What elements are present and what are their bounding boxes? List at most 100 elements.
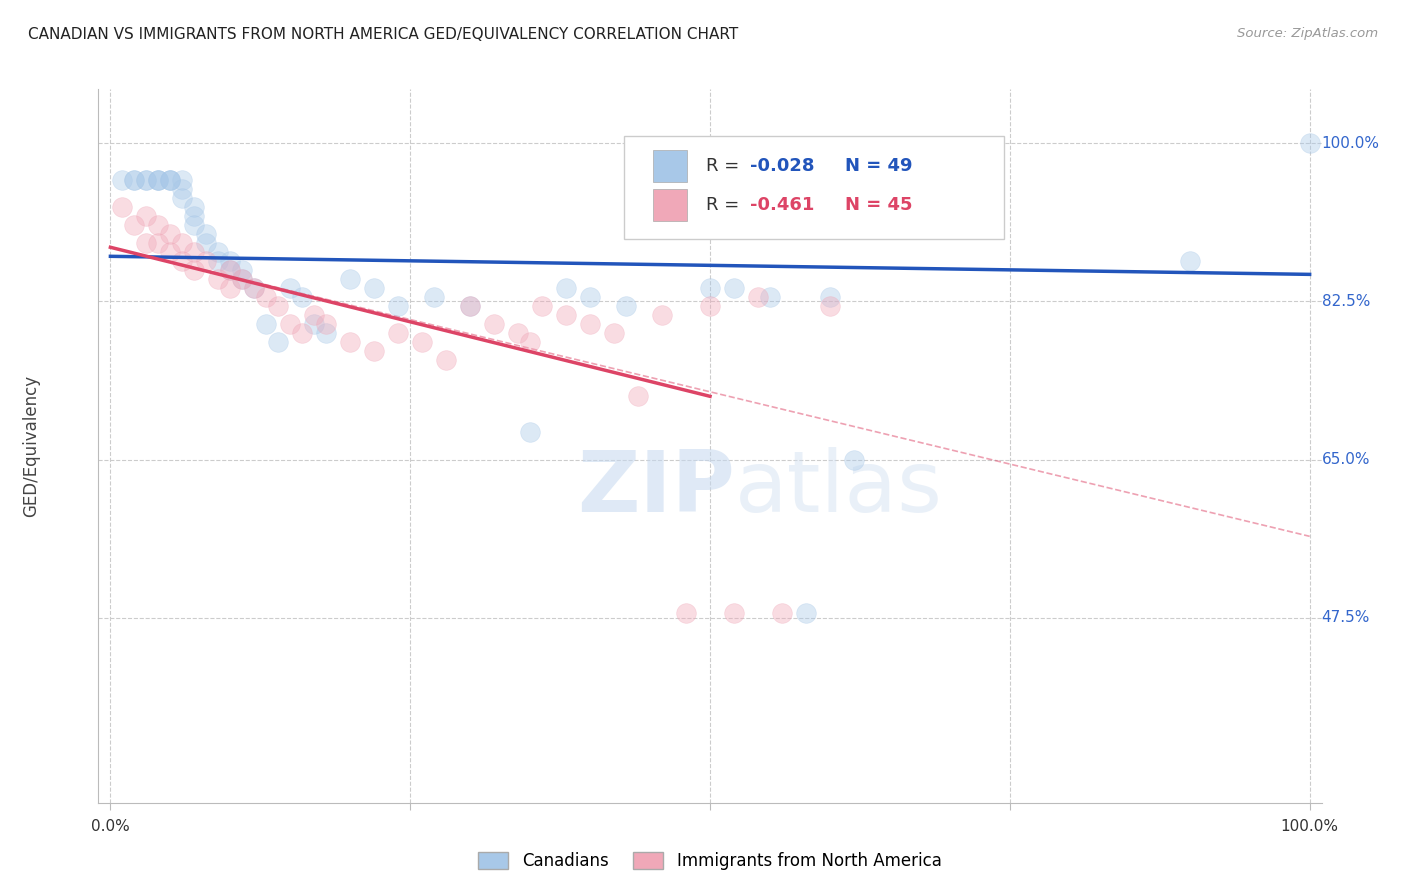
Point <box>172 235 194 250</box>
Text: N = 45: N = 45 <box>845 196 912 214</box>
Point <box>434 353 457 368</box>
Point <box>254 290 277 304</box>
Point <box>291 326 314 340</box>
Text: 100.0%: 100.0% <box>1322 136 1379 151</box>
Text: GED/Equivalency: GED/Equivalency <box>22 375 41 517</box>
Text: -0.028: -0.028 <box>751 157 815 175</box>
Point <box>531 299 554 313</box>
Point <box>291 290 314 304</box>
Point <box>219 281 242 295</box>
Point <box>135 172 157 186</box>
Point <box>267 335 290 350</box>
Point <box>1298 136 1320 151</box>
Point <box>387 299 409 313</box>
Point <box>124 218 146 232</box>
Point <box>124 172 146 186</box>
Point <box>458 299 481 313</box>
Point <box>603 326 626 340</box>
Point <box>135 209 157 223</box>
Point <box>579 317 602 331</box>
Point <box>519 335 541 350</box>
Point <box>339 272 361 286</box>
Point <box>278 281 301 295</box>
Point <box>579 290 602 304</box>
Point <box>148 218 170 232</box>
Point <box>148 172 170 186</box>
Point <box>411 335 433 350</box>
Text: Source: ZipAtlas.com: Source: ZipAtlas.com <box>1237 27 1378 40</box>
Point <box>770 606 793 620</box>
Point <box>159 227 181 241</box>
Point <box>842 452 865 467</box>
Point <box>124 172 146 186</box>
Point <box>304 317 326 331</box>
Point <box>723 281 745 295</box>
Point <box>159 172 181 186</box>
Point <box>219 263 242 277</box>
FancyBboxPatch shape <box>652 189 686 221</box>
Point <box>482 317 505 331</box>
Point <box>387 326 409 340</box>
Point <box>207 253 229 268</box>
Point <box>651 308 673 322</box>
Point <box>699 299 721 313</box>
Point <box>267 299 290 313</box>
Point <box>304 308 326 322</box>
Point <box>339 335 361 350</box>
Point <box>148 172 170 186</box>
Point <box>183 209 205 223</box>
FancyBboxPatch shape <box>652 150 686 182</box>
Point <box>363 281 385 295</box>
Point <box>508 326 530 340</box>
Point <box>172 181 194 195</box>
Point <box>195 235 218 250</box>
Text: CANADIAN VS IMMIGRANTS FROM NORTH AMERICA GED/EQUIVALENCY CORRELATION CHART: CANADIAN VS IMMIGRANTS FROM NORTH AMERIC… <box>28 27 738 42</box>
Text: atlas: atlas <box>734 447 942 531</box>
Point <box>172 191 194 205</box>
Text: 65.0%: 65.0% <box>1322 452 1369 467</box>
Point <box>195 253 218 268</box>
Point <box>254 317 277 331</box>
Point <box>423 290 446 304</box>
Point <box>699 281 721 295</box>
Point <box>111 172 134 186</box>
FancyBboxPatch shape <box>624 136 1004 239</box>
Point <box>243 281 266 295</box>
Text: 0.0%: 0.0% <box>91 819 129 834</box>
Point <box>818 299 841 313</box>
Text: -0.461: -0.461 <box>751 196 814 214</box>
Point <box>159 172 181 186</box>
Text: 100.0%: 100.0% <box>1281 819 1339 834</box>
Point <box>135 172 157 186</box>
Point <box>555 281 578 295</box>
Point <box>195 227 218 241</box>
Point <box>159 244 181 259</box>
Point <box>759 290 782 304</box>
Point <box>278 317 301 331</box>
Point <box>723 606 745 620</box>
Point <box>315 317 337 331</box>
Point <box>243 281 266 295</box>
Point <box>135 235 157 250</box>
Point <box>363 344 385 359</box>
Text: 82.5%: 82.5% <box>1322 294 1369 309</box>
Point <box>159 172 181 186</box>
Point <box>519 425 541 440</box>
Point <box>148 235 170 250</box>
Point <box>675 606 697 620</box>
Point <box>794 606 817 620</box>
Point <box>111 200 134 214</box>
Point <box>207 244 229 259</box>
Text: ZIP: ZIP <box>576 447 734 531</box>
Point <box>207 272 229 286</box>
Point <box>219 263 242 277</box>
Point <box>818 290 841 304</box>
Point <box>231 263 253 277</box>
Point <box>315 326 337 340</box>
Point <box>183 218 205 232</box>
Point <box>747 290 769 304</box>
Text: R =: R = <box>706 157 745 175</box>
Point <box>183 244 205 259</box>
Point <box>231 272 253 286</box>
Point <box>148 172 170 186</box>
